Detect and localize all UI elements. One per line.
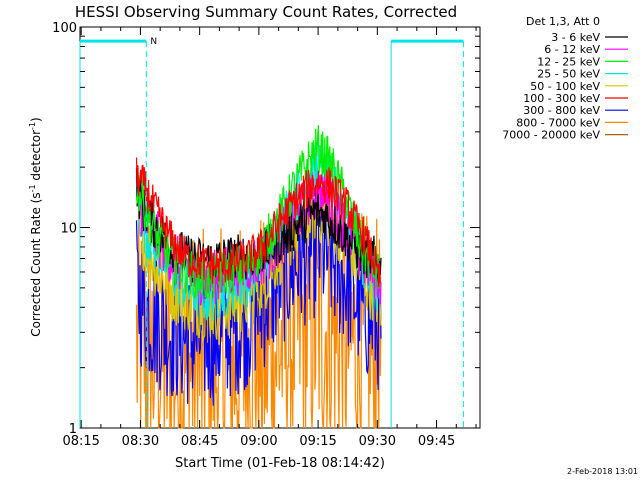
y-label-main: Corrected Count Rate (s [29,192,43,336]
legend-label: 7000 - 20000 keV [502,129,600,142]
y-tick-label: 1 [69,422,77,437]
y-tick-label: 100 [52,21,77,36]
legend-label: 6 - 12 keV [544,43,600,56]
legend-label: 300 - 800 keV [523,104,600,117]
legend-header: Det 1,3, Att 0 [526,15,600,28]
legend-label: 3 - 6 keV [551,31,600,44]
x-tick-label: 09:00 [240,434,277,449]
legend-label: 800 - 7000 keV [516,116,600,129]
footer-date: 2-Feb-2018 13:01 [567,467,638,476]
attenuator-markers: N [79,37,464,428]
legend-label: 25 - 50 keV [537,68,600,81]
legend-label: 12 - 25 keV [537,55,600,68]
y-tick-label: 10 [60,222,77,237]
x-tick-label: 09:45 [418,434,455,449]
y-axis-label: Corrected Count Rate (s-1 detector-1) [28,117,43,336]
y-label-sup-2: -1 [28,122,37,130]
axis-layer: 08:15 08:30 08:45 09:00 09:15 09:30 09:45 1 10 10… [52,21,480,449]
x-tick-label: 08:45 [181,434,218,449]
legend-label: 100 - 300 keV [523,92,600,105]
x-tick-label: 08:15 [62,434,99,449]
series-line-5 [135,157,382,288]
y-label-mid: detector [29,130,43,185]
x-axis-label: Start Time (01-Feb-18 08:14:42) [175,456,385,471]
x-tick-label: 09:30 [359,434,396,449]
chart-title: HESSI Observing Summary Count Rates, Cor… [75,3,457,21]
legend-label: 50 - 100 keV [530,80,600,93]
x-tick-label: 08:30 [122,434,159,449]
y-label-sup-1: -1 [28,184,37,192]
y-label-end: ) [29,117,43,122]
x-tick-label: 09:15 [299,434,336,449]
series-layer [135,125,382,430]
attenuator-label: N [150,37,157,47]
